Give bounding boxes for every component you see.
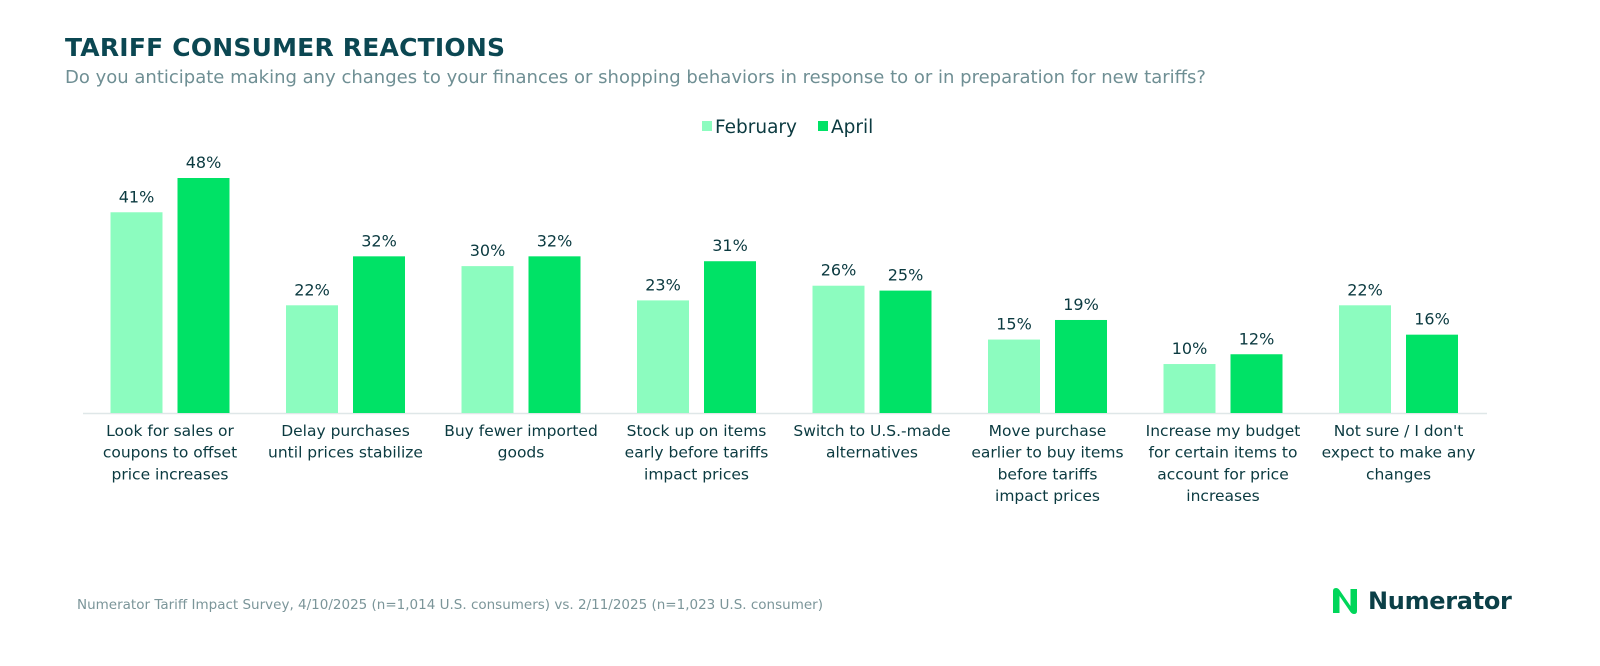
category-label-line: earlier to buy items [971, 444, 1123, 462]
bar-april [1055, 319, 1107, 413]
category-label: Move purchase earlier to buy items before … [971, 422, 1123, 505]
bar-april [528, 256, 581, 413]
category-label-line: coupons to offset [103, 444, 237, 462]
data-label-april: 48% [186, 153, 222, 172]
category-label-line: before tariffs [998, 465, 1098, 483]
bar-february [1339, 305, 1391, 413]
data-label-february: 22% [294, 280, 330, 299]
data-label-february: 23% [645, 275, 681, 294]
data-label-february: 26% [821, 261, 857, 280]
bar-february [110, 212, 163, 413]
data-label-april: 32% [537, 231, 573, 250]
category-label-line: impact prices [995, 487, 1100, 505]
category-label-line: increases [1186, 487, 1259, 505]
numerator-logo: Numerator [1330, 586, 1512, 616]
category-label-line: goods [498, 444, 545, 462]
bar-chart: February April 41% 48% Look for sales or coup… [83, 117, 1487, 505]
category-label: Look for sales or coupons to offset price … [103, 422, 237, 483]
category-label-line: Increase my budget [1146, 422, 1301, 440]
category-label-line: Move purchase [989, 422, 1107, 440]
source-footnote: Numerator Tariff Impact Survey, 4/10/202… [77, 597, 823, 613]
bar-april [177, 178, 230, 413]
data-label-april: 16% [1414, 310, 1450, 329]
bar-february [1163, 364, 1216, 413]
bar-february [637, 300, 689, 413]
category-label: Stock up on items early before tariffs imp… [625, 422, 769, 483]
category-label-line: changes [1366, 465, 1431, 483]
category-label-line: Switch to U.S.-made [793, 422, 950, 440]
numerator-logo-text: Numerator [1368, 587, 1512, 615]
data-label-april: 31% [712, 236, 748, 255]
bar-april [879, 290, 932, 413]
bar-february [812, 285, 865, 413]
legend-label-february: February [715, 117, 797, 138]
data-label-february: 15% [996, 315, 1032, 334]
legend-label-april: April [831, 117, 873, 138]
category-label: Not sure / I don't expect to make any chan… [1322, 422, 1476, 483]
category-label-line: early before tariffs [625, 444, 769, 462]
category-label-line: Not sure / I don't [1334, 422, 1464, 440]
category-label-line: until prices stabilize [268, 444, 423, 462]
category-label-line: Stock up on items [627, 422, 767, 440]
category-label: Delay purchases until prices stabilize [268, 422, 423, 462]
bar-february [988, 339, 1040, 413]
category-label-line: account for price [1157, 465, 1289, 483]
numerator-logo-icon [1333, 588, 1357, 614]
category-label: Buy fewer imported goods [444, 422, 598, 462]
bar-april [704, 261, 756, 413]
category-label: Increase my budget for certain items to ac… [1146, 422, 1301, 505]
bar-february [461, 266, 514, 413]
bar-april [1406, 334, 1458, 413]
category-label-line: impact prices [644, 465, 749, 483]
category-label-line: alternatives [826, 444, 918, 462]
data-label-april: 25% [888, 266, 924, 285]
chart-title: TARIFF CONSUMER REACTIONS [65, 33, 506, 62]
bar-april [1230, 354, 1283, 413]
data-label-february: 30% [470, 241, 506, 260]
data-label-february: 10% [1172, 339, 1208, 358]
legend-swatch-april [818, 121, 828, 131]
data-label-february: 22% [1347, 280, 1383, 299]
data-label-april: 32% [361, 231, 397, 250]
category-label-line: price increases [112, 465, 229, 483]
category-label-line: expect to make any [1322, 444, 1476, 462]
legend-swatch-february [702, 121, 712, 131]
data-label-april: 19% [1063, 295, 1099, 314]
bar-february [286, 305, 338, 413]
chart-subtitle: Do you anticipate making any changes to … [65, 67, 1206, 88]
category-label-line: for certain items to [1149, 444, 1298, 462]
category-label-line: Look for sales or [106, 422, 234, 440]
data-label-february: 41% [119, 187, 155, 206]
data-label-april: 12% [1239, 329, 1275, 348]
bar-april [353, 256, 405, 413]
category-label: Switch to U.S.-made alternatives [793, 422, 950, 462]
category-label-line: Delay purchases [281, 422, 410, 440]
category-label-line: Buy fewer imported [444, 422, 598, 440]
